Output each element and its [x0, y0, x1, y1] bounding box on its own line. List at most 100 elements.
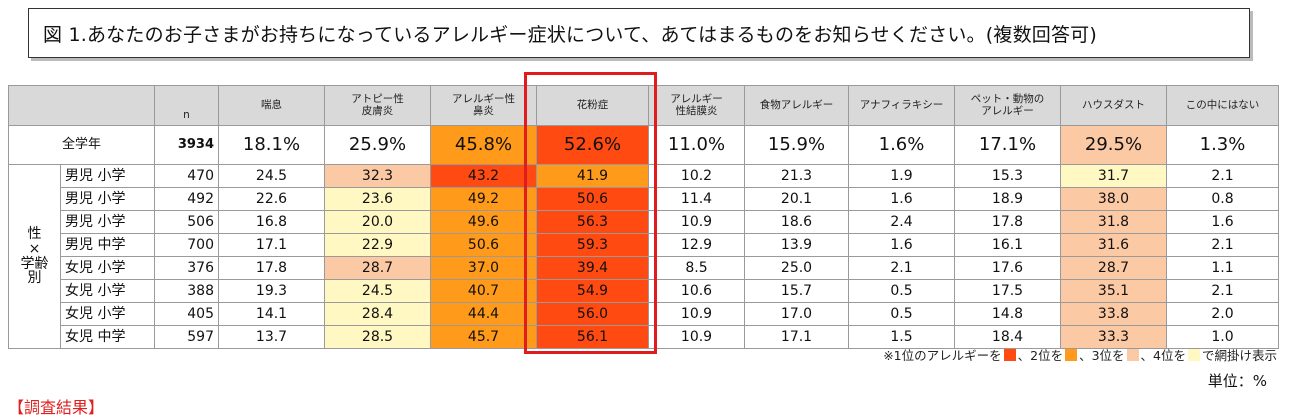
header-row: n 喘息 アトピー性 皮膚炎 アレルギー性 鼻炎 花粉症 アレルギー 性結膜炎 食物アレル… — [8, 85, 1279, 126]
value-cell: 15.3 — [954, 164, 1061, 188]
row-label: 男児 小学 — [60, 210, 155, 234]
value-cell: 28.7 — [324, 256, 431, 280]
value-cell: 18.6 — [744, 210, 849, 234]
value-cell: 56.3 — [536, 210, 649, 234]
value-cell: 1.6 — [848, 187, 955, 211]
value-cell: 18.1% — [218, 125, 325, 165]
table-row: 女児 小学 376 17.8 28.7 37.0 39.4 8.5 25.0 2.1 17.6 28… — [9, 256, 1279, 280]
value-cell: 49.6 — [430, 210, 537, 234]
value-cell: 17.5 — [954, 279, 1061, 303]
table-row: 男児 小学 492 22.6 23.6 49.2 50.6 11.4 20.1 1.6 18.9 3… — [9, 187, 1279, 211]
row-n: 376 — [154, 256, 219, 280]
row-n: 388 — [154, 279, 219, 303]
column-header: ペット・動物の アレルギー — [954, 85, 1061, 126]
legend-swatch-rank4 — [1187, 348, 1200, 361]
value-cell: 52.6% — [536, 125, 649, 165]
value-cell: 0.5 — [848, 302, 955, 326]
legend-swatch-rank1 — [1003, 348, 1016, 361]
header-n: n — [154, 85, 219, 126]
table-row: 男児 中学 700 17.1 22.9 50.6 59.3 12.9 13.9 1.6 16.1 3… — [9, 233, 1279, 257]
value-cell: 20.1 — [744, 187, 849, 211]
table-row: 性 × 学齢 別男児 小学 470 24.5 32.3 43.2 41.9 10.2 21.3… — [8, 164, 1279, 349]
value-cell: 28.4 — [324, 302, 431, 326]
column-header: この中にはない — [1166, 85, 1279, 126]
value-cell: 0.5 — [848, 279, 955, 303]
value-cell: 17.8 — [218, 256, 325, 280]
value-cell: 15.7 — [744, 279, 849, 303]
value-cell: 24.5 — [218, 164, 325, 188]
legend-text-3: 、3位を — [1079, 348, 1125, 363]
value-cell: 10.6 — [648, 279, 745, 303]
value-cell: 17.8 — [954, 210, 1061, 234]
value-cell: 11.4 — [648, 187, 745, 211]
row-label: 男児 小学 — [60, 187, 155, 211]
value-cell: 0.8 — [1166, 187, 1279, 211]
table-row: 男児 小学 506 16.8 20.0 49.6 56.3 10.9 18.6 2.4 17.8 3… — [9, 210, 1279, 234]
value-cell: 10.9 — [648, 325, 745, 349]
column-header: アナフィラキシー — [848, 85, 955, 126]
value-cell: 25.0 — [744, 256, 849, 280]
value-cell: 22.6 — [218, 187, 325, 211]
column-header: 食物アレルギー — [744, 85, 849, 126]
value-cell: 50.6 — [536, 187, 649, 211]
legend-text-4: 、4位を — [1140, 348, 1186, 363]
value-cell: 12.9 — [648, 233, 745, 257]
value-cell: 20.0 — [324, 210, 431, 234]
unit-label: 単位：% — [1207, 372, 1267, 390]
value-cell: 37.0 — [430, 256, 537, 280]
legend-swatch-rank3 — [1126, 348, 1139, 361]
value-cell: 17.6 — [954, 256, 1061, 280]
value-cell: 14.1 — [218, 302, 325, 326]
value-cell: 2.4 — [848, 210, 955, 234]
header-corner — [8, 85, 155, 126]
value-cell: 1.0 — [1166, 325, 1279, 349]
value-cell: 11.0% — [648, 125, 745, 165]
legend-text-2: 、2位を — [1017, 348, 1064, 363]
value-cell: 24.5 — [324, 279, 431, 303]
value-cell: 29.5% — [1060, 125, 1167, 165]
row-label: 女児 中学 — [60, 325, 155, 349]
value-cell: 25.9% — [324, 125, 431, 165]
value-cell: 17.0 — [744, 302, 849, 326]
value-cell: 50.6 — [430, 233, 537, 257]
value-cell: 10.9 — [648, 302, 745, 326]
value-cell: 45.8% — [430, 125, 537, 165]
value-cell: 15.9% — [744, 125, 849, 165]
row-n: 700 — [154, 233, 219, 257]
value-cell: 2.1 — [1166, 279, 1279, 303]
value-cell: 43.2 — [430, 164, 537, 188]
value-cell: 31.8 — [1060, 210, 1167, 234]
value-cell: 19.3 — [218, 279, 325, 303]
value-cell: 2.1 — [1166, 164, 1279, 188]
legend-suffix: で網掛け表示 — [1201, 348, 1277, 363]
value-cell: 31.6 — [1060, 233, 1167, 257]
value-cell: 1.5 — [848, 325, 955, 349]
value-cell: 1.9 — [848, 164, 955, 188]
value-cell: 2.1 — [848, 256, 955, 280]
value-cell: 33.8 — [1060, 302, 1167, 326]
column-header: 花粉症 — [536, 85, 649, 126]
allergy-table: n 喘息 アトピー性 皮膚炎 アレルギー性 鼻炎 花粉症 アレルギー 性結膜炎 食物アレル… — [8, 85, 1279, 349]
column-header: ハウスダスト — [1060, 85, 1167, 126]
section-heading-cutoff: 【調査結果】 — [8, 398, 105, 417]
row-label: 女児 小学 — [60, 302, 155, 326]
row-n: 492 — [154, 187, 219, 211]
value-cell: 35.1 — [1060, 279, 1167, 303]
value-cell: 45.7 — [430, 325, 537, 349]
value-cell: 1.1 — [1166, 256, 1279, 280]
row-n: 470 — [154, 164, 219, 188]
table-row: 女児 小学 388 19.3 24.5 40.7 54.9 10.6 15.7 0.5 17.5 3… — [9, 279, 1279, 303]
value-cell: 17.1 — [744, 325, 849, 349]
value-cell: 1.6 — [1166, 210, 1279, 234]
value-cell: 16.1 — [954, 233, 1061, 257]
value-cell: 8.5 — [648, 256, 745, 280]
value-cell: 22.9 — [324, 233, 431, 257]
row-label: 女児 小学 — [60, 256, 155, 280]
value-cell: 31.7 — [1060, 164, 1167, 188]
value-cell: 59.3 — [536, 233, 649, 257]
value-cell: 38.0 — [1060, 187, 1167, 211]
value-cell: 16.8 — [218, 210, 325, 234]
total-row-label: 全学年 — [8, 125, 155, 165]
value-cell: 10.9 — [648, 210, 745, 234]
group-label: 性 × 学齢 別 — [8, 164, 61, 349]
